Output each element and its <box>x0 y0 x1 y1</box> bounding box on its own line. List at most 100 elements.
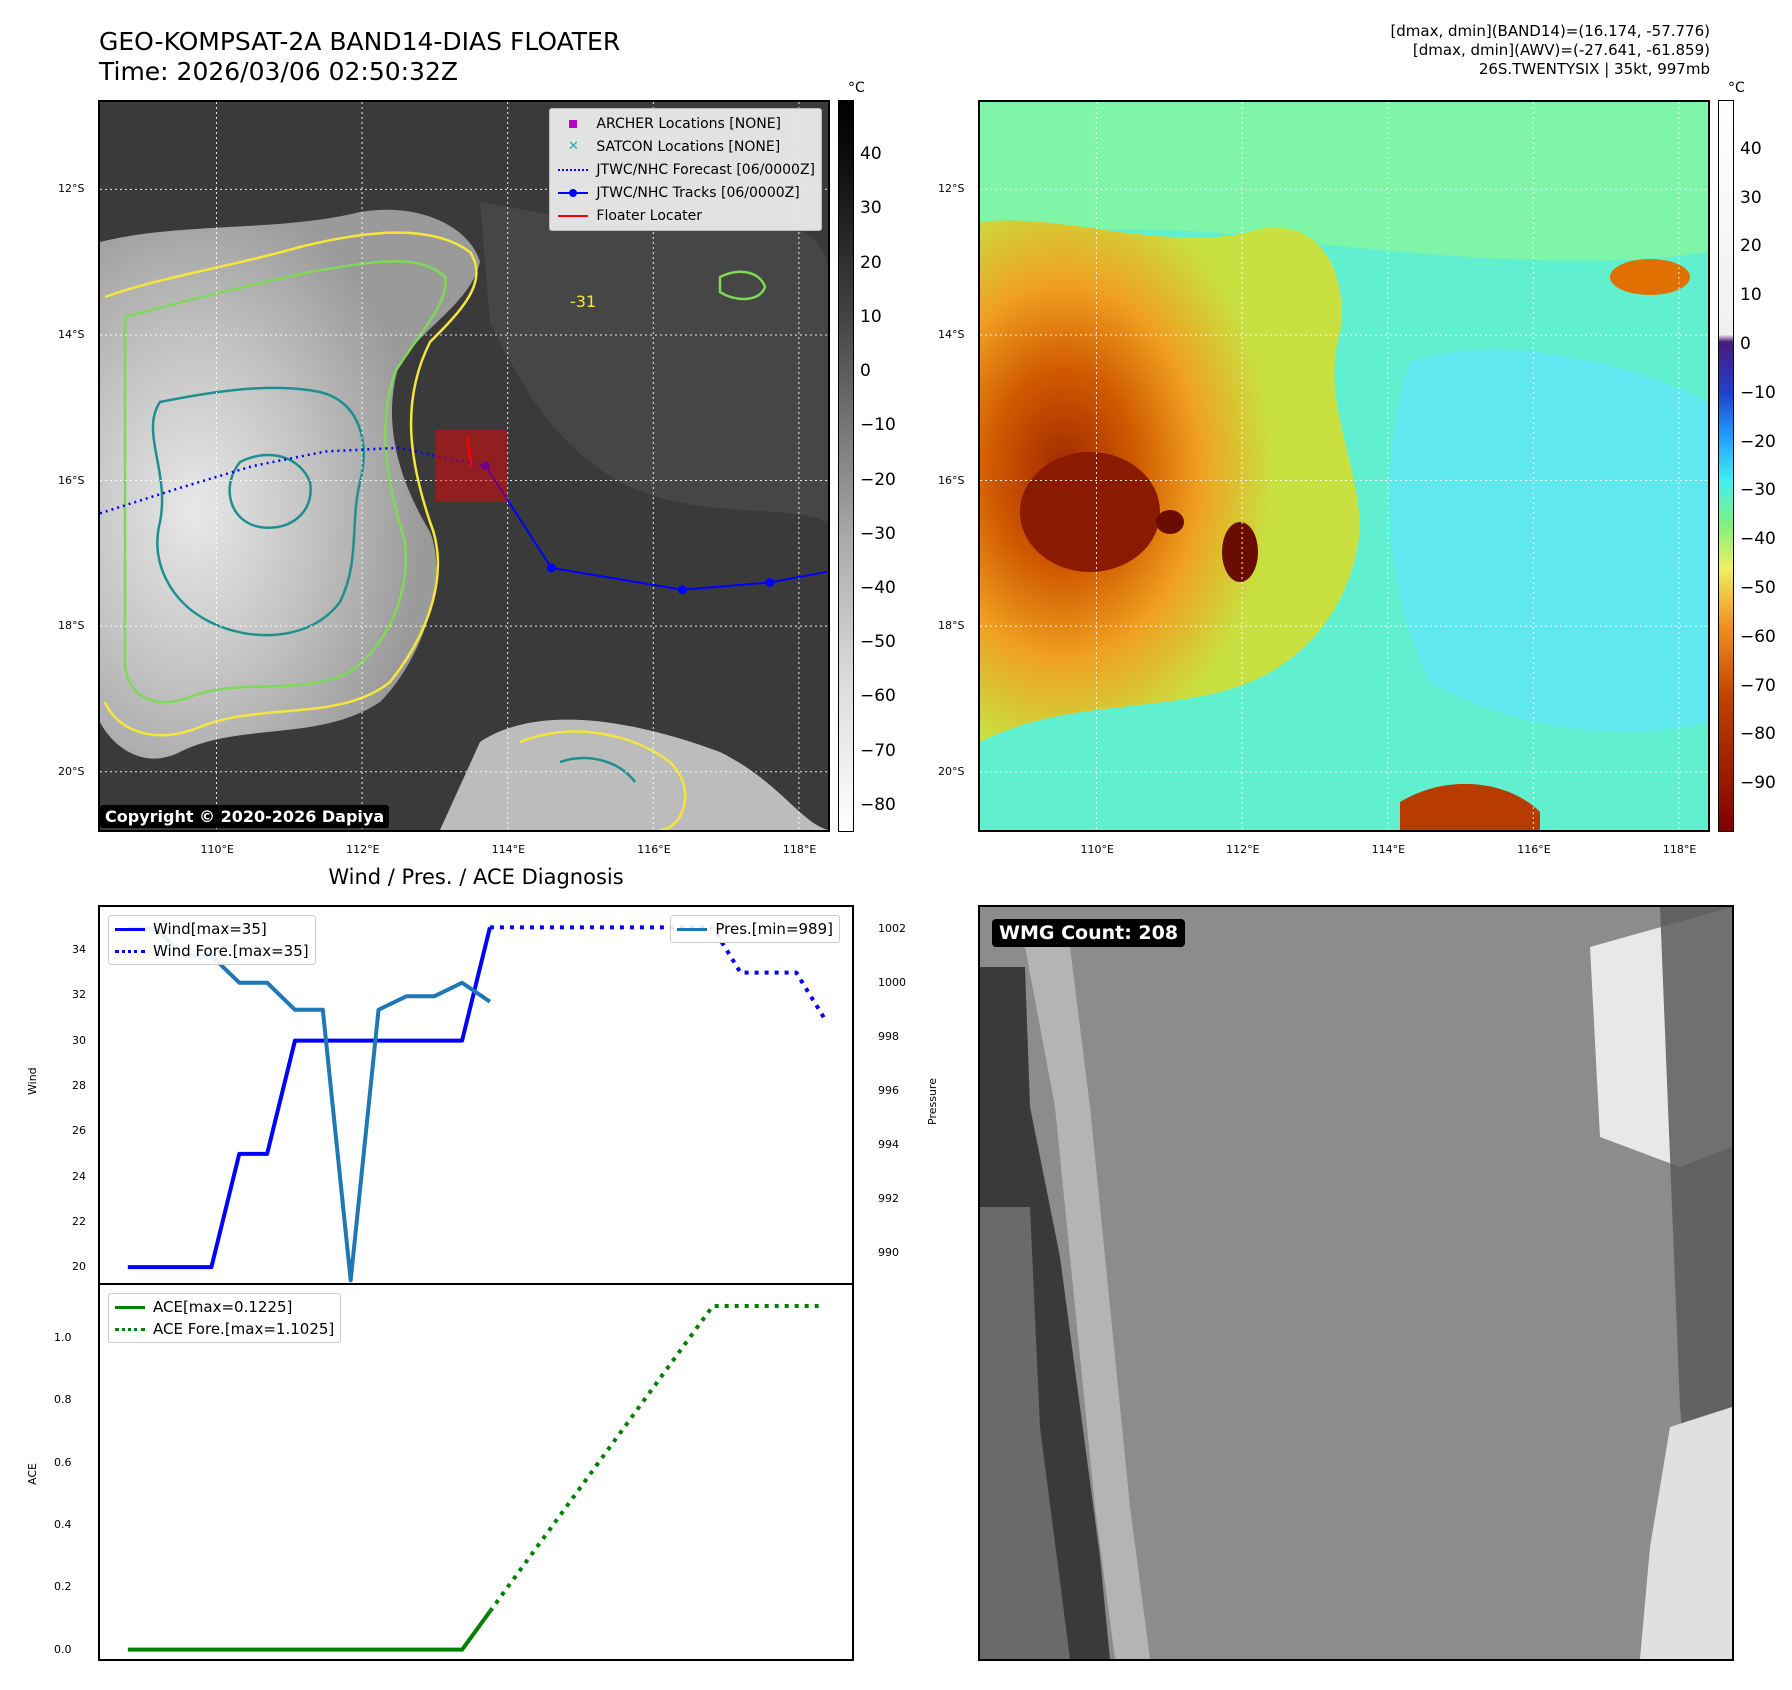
colorbar-tick: 20 <box>860 252 882 273</box>
series-line-0 <box>127 1610 492 1652</box>
legend-wind-fore: Wind Fore.[max=35] <box>109 940 315 962</box>
legend-wind-fore-swatch <box>115 949 145 953</box>
lat-label: 12°S <box>58 182 85 196</box>
ir-colorbar-unit: °C <box>848 80 865 96</box>
lon-label: 110°E <box>200 843 234 856</box>
wmg-left-mid <box>980 1207 1070 1659</box>
ytick-left: 0.6 <box>54 1455 72 1469</box>
map-legend-label-3: JTWC/NHC Tracks [06/0000Z] <box>596 184 800 201</box>
enh-gridlines <box>980 102 1708 830</box>
lon-label: 118°E <box>782 843 817 856</box>
lon-label: 116°E <box>637 843 671 856</box>
map-legend-swatch-3 <box>556 188 590 197</box>
figure-title: GEO-KOMPSAT-2A BAND14-DIAS FLOATER Time:… <box>99 27 620 87</box>
lat-label: 12°S <box>938 182 965 196</box>
wind-pressure-chart: Wind[max=35] Wind Fore.[max=35] Pres.[mi… <box>98 905 854 1285</box>
ytick-right: 1002 <box>878 921 906 935</box>
cirrus-area <box>480 202 828 522</box>
ytick-right: 996 <box>878 1083 899 1097</box>
floater-line <box>466 435 473 467</box>
legend-wind-label: Wind[max=35] <box>153 920 267 938</box>
lat-label: 16°S <box>58 473 85 487</box>
series-line-1 <box>488 1304 825 1613</box>
legend-ace-fore-swatch <box>115 1327 145 1331</box>
colorbar-tick: 0 <box>1740 334 1751 354</box>
lat-label: 14°S <box>58 327 85 341</box>
map-legend-swatch-1: ✕ <box>567 139 579 154</box>
wmg-panel: WMG Count: 208 <box>978 905 1734 1661</box>
map-legend-label-0: ARCHER Locations [NONE] <box>596 115 782 132</box>
enh-north-zone <box>980 102 1708 261</box>
enh-east-cloud <box>1610 259 1690 295</box>
lat-label: 18°S <box>938 619 965 633</box>
lon-label: 112°E <box>1226 843 1260 856</box>
colorbar-tick: −90 <box>1740 773 1776 794</box>
colorbar-tick: 30 <box>860 198 882 219</box>
ytick-left: 20 <box>72 1260 86 1274</box>
series-line-2 <box>127 926 492 1283</box>
map-legend-label-1: SATCON Locations [NONE] <box>596 138 781 155</box>
map-legend-item-1: ✕ SATCON Locations [NONE] <box>550 135 821 158</box>
pressure-axis-label: Pressure <box>926 1078 939 1125</box>
enh-cold-cell <box>1222 522 1258 582</box>
enh-south-cloud <box>1400 783 1540 830</box>
colorbar-tick: −60 <box>1740 626 1776 647</box>
colorbar-tick: −20 <box>860 469 896 490</box>
info-line-2: [dmax, dmin](AWV)=(-27.641, -61.859) <box>1412 41 1710 59</box>
map-legend-item-2: JTWC/NHC Forecast [06/0000Z] <box>550 158 821 181</box>
southern-cloud <box>440 719 828 830</box>
colorbar-tick: 0 <box>860 361 871 382</box>
ytick-right: 994 <box>878 1138 899 1152</box>
series-line-1 <box>489 925 826 1020</box>
legend-wind-swatch <box>115 927 145 931</box>
legend-ace-label: ACE[max=0.1225] <box>153 1298 293 1316</box>
track-point-1 <box>546 563 556 573</box>
ytick-left: 30 <box>72 1033 86 1047</box>
ace-chart: ACE[max=0.1225] ACE Fore.[max=1.1025] <box>98 1283 854 1661</box>
colorbar-tick: −60 <box>860 686 896 707</box>
legend-ace: ACE[max=0.1225] <box>109 1296 340 1318</box>
info-line-3: 26S.TWENTYSIX | 35kt, 997mb <box>1478 60 1710 78</box>
lat-label: 16°S <box>938 473 965 487</box>
colorbar-tick: 10 <box>860 306 882 327</box>
enh-clear-zone <box>1389 349 1708 732</box>
map-legend-swatch-0 <box>556 119 590 128</box>
track-point-3 <box>765 577 775 587</box>
colorbar-tick: 40 <box>1740 138 1762 159</box>
wmg-ridge <box>1025 947 1150 1659</box>
ytick-right: 1000 <box>878 975 906 989</box>
wmg-bright-bottom <box>1640 1407 1732 1659</box>
map-legend-swatch-2 <box>556 168 590 171</box>
legend-wind-fore-label: Wind Fore.[max=35] <box>153 942 309 960</box>
lat-label: 14°S <box>938 327 965 341</box>
contours <box>103 231 767 830</box>
cloud-mass <box>100 209 480 759</box>
lon-label: 114°E <box>491 843 526 856</box>
map-legend-item-0: ARCHER Locations [NONE] <box>550 112 821 135</box>
colorbar-tick: −10 <box>860 415 896 436</box>
legend-wind: Wind[max=35] <box>109 918 315 940</box>
lon-label: 114°E <box>1371 843 1406 856</box>
storm-info: [dmax, dmin](BAND14)=(16.174, -57.776) [… <box>1390 22 1710 79</box>
map-legend-label-4: Floater Locater <box>596 207 703 224</box>
series-line-0 <box>127 926 492 1270</box>
ytick-left: 22 <box>72 1214 86 1228</box>
pressure-legend: Pres.[min=989] <box>670 915 840 943</box>
legend-pres-swatch <box>677 927 708 931</box>
track-point-0 <box>481 461 491 471</box>
info-line-1: [dmax, dmin](BAND14)=(16.174, -57.776) <box>1390 22 1710 40</box>
ytick-left: 34 <box>72 943 86 957</box>
ytick-left: 0.0 <box>54 1642 72 1656</box>
lon-label: 118°E <box>1662 843 1697 856</box>
legend-ace-swatch <box>115 1305 145 1309</box>
enh-cold-cell-2 <box>1156 510 1184 534</box>
colorbar-tick: 40 <box>860 144 882 165</box>
lon-label: 116°E <box>1517 843 1551 856</box>
colorbar-tick: −50 <box>860 632 896 653</box>
best-track <box>481 461 828 595</box>
legend-pres: Pres.[min=989] <box>671 918 839 940</box>
colorbar-tick: −70 <box>860 740 896 761</box>
ytick-left: 32 <box>72 988 86 1002</box>
lon-label: 112°E <box>346 843 380 856</box>
wmg-count-badge: WMG Count: 208 <box>992 919 1186 947</box>
